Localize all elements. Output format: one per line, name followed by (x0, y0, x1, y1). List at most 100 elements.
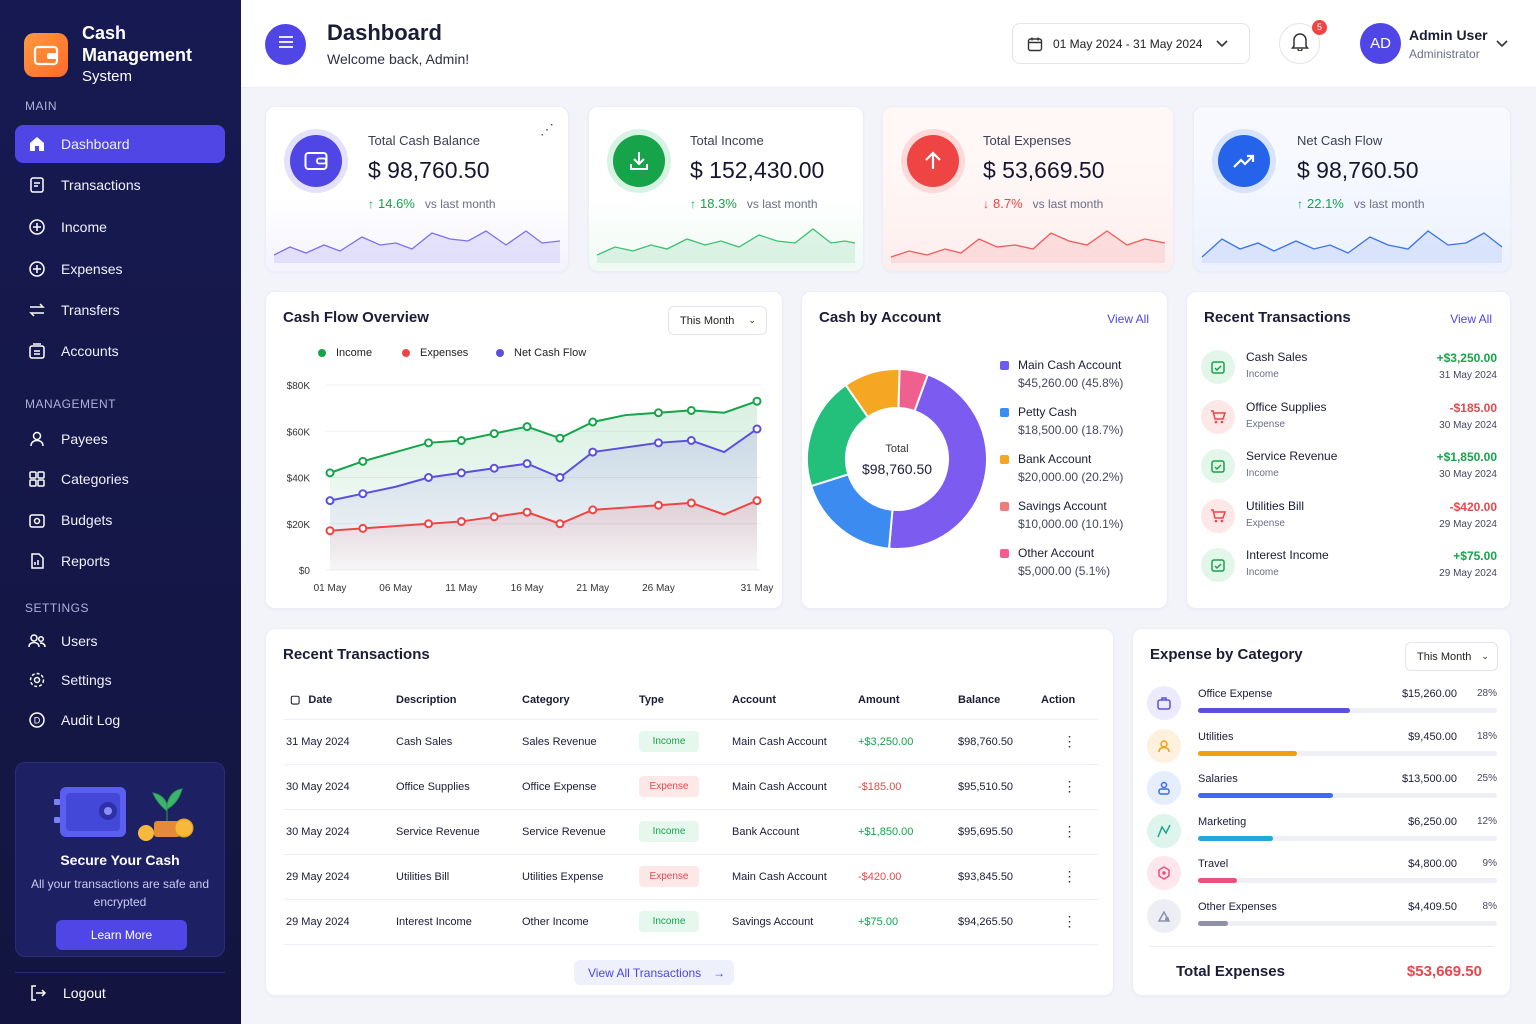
data-point[interactable] (358, 489, 368, 499)
data-point[interactable] (555, 433, 565, 443)
data-point[interactable] (588, 505, 598, 515)
data-point[interactable] (489, 463, 499, 473)
sidebar-item-accounts[interactable]: Accounts (15, 332, 225, 370)
data-point[interactable] (752, 496, 762, 506)
sidebar-item-audit-log[interactable]: D Audit Log (15, 701, 225, 739)
data-point[interactable] (686, 498, 696, 508)
sidebar-item-expenses[interactable]: Expenses (15, 250, 225, 288)
table-row[interactable]: 29 May 2024 Interest Income Other Income In… (284, 899, 1098, 945)
notifications-button[interactable] (1279, 23, 1320, 64)
data-point[interactable] (686, 405, 696, 415)
column-header[interactable]: Action (1041, 681, 1098, 720)
sidebar-item-transfers[interactable]: Transfers (15, 291, 225, 329)
sidebar-item-categories[interactable]: Categories (15, 460, 225, 498)
user-name[interactable]: Admin User (1409, 27, 1488, 43)
table-row[interactable]: 30 May 2024 Service Revenue Service Revenu… (284, 809, 1098, 855)
column-header[interactable]: ▢ Date (284, 681, 396, 720)
list-item[interactable]: Utilities Bill Expense -$420.00 29 May 2024 (1201, 497, 1497, 541)
menu-toggle-button[interactable] (265, 24, 306, 65)
sidebar-item-transactions[interactable]: Transactions (15, 166, 225, 204)
kebab-menu-icon[interactable]: ⋮ (1062, 733, 1077, 749)
account-legend-item[interactable]: Petty Cash $18,500.00 (18.7%) (1000, 403, 1123, 439)
expense-category-row[interactable]: Office Expense $15,260.00 28% (1147, 686, 1497, 726)
data-point[interactable] (522, 507, 532, 517)
sidebar-item-reports[interactable]: Reports (15, 542, 225, 580)
logout-button[interactable]: Logout (15, 972, 225, 1012)
data-point[interactable] (752, 424, 762, 434)
expense-category-row[interactable]: Other Expenses $4,409.50 8% (1147, 899, 1497, 939)
column-header[interactable]: Type (639, 681, 732, 720)
legend-income[interactable]: Income (318, 347, 372, 359)
data-point[interactable] (489, 512, 499, 522)
data-point[interactable] (358, 523, 368, 533)
data-point[interactable] (522, 459, 532, 469)
sidebar-item-dashboard[interactable]: Dashboard (15, 125, 225, 163)
data-point[interactable] (489, 429, 499, 439)
data-point[interactable] (653, 500, 663, 510)
data-point[interactable] (325, 526, 335, 536)
column-header[interactable]: Balance (958, 681, 1041, 720)
brand[interactable]: Cash Management System (24, 22, 241, 88)
account-legend-item[interactable]: Main Cash Account $45,260.00 (45.8%) (1000, 356, 1123, 392)
sidebar-item-budgets[interactable]: Budgets (15, 501, 225, 539)
data-point[interactable] (325, 496, 335, 506)
user-menu-chevron-icon[interactable] (1496, 40, 1508, 48)
data-point[interactable] (456, 436, 466, 445)
expense-category-row[interactable]: Utilities $9,450.00 18% (1147, 728, 1497, 769)
kebab-menu-icon[interactable]: ⋮ (1062, 913, 1077, 929)
data-point[interactable] (555, 473, 565, 482)
data-point[interactable] (456, 516, 466, 526)
sidebar-item-users[interactable]: Users (15, 622, 225, 660)
kebab-menu-icon[interactable]: ⋮ (1062, 778, 1077, 794)
account-legend-item[interactable]: Bank Account $20,000.00 (20.2%) (1000, 450, 1123, 486)
data-point[interactable] (588, 447, 598, 457)
data-point[interactable] (686, 436, 696, 445)
data-point[interactable] (456, 468, 466, 478)
data-point[interactable] (424, 519, 434, 529)
list-item[interactable]: Interest Income Income +$75.00 29 May 2024 (1201, 546, 1497, 590)
list-item[interactable]: Cash Sales Income +$3,250.00 31 May 2024 (1201, 348, 1497, 392)
data-point[interactable] (653, 438, 663, 448)
expense-category-row[interactable]: Salaries $13,500.00 25% (1147, 771, 1497, 811)
expense-category-row[interactable]: Marketing $6,250.00 12% (1147, 813, 1497, 854)
learn-more-button[interactable]: Learn More (56, 920, 187, 950)
expense-category-filter-select[interactable]: This Month ⌄ (1405, 642, 1498, 671)
data-point[interactable] (555, 519, 565, 529)
stat-card-net-cash-flow[interactable]: Net Cash Flow $ 98,760.50 ↑ 22.1% vs last … (1193, 106, 1511, 272)
list-item[interactable]: Office Supplies Expense -$185.00 30 May 202… (1201, 398, 1497, 442)
data-point[interactable] (325, 468, 335, 478)
recent-transactions-view-all-link[interactable]: View All (1450, 312, 1492, 326)
stat-card-total-cash-balance[interactable]: Total Cash Balance $ 98,760.50 ↑ 14.6% vs … (265, 106, 569, 272)
legend-expenses[interactable]: Expenses (402, 347, 468, 359)
data-point[interactable] (522, 422, 532, 432)
column-header[interactable]: Account (732, 681, 858, 720)
list-item[interactable]: Service Revenue Income +$1,850.00 30 May 20… (1201, 447, 1497, 491)
more-dots-icon[interactable]: ⋰ (540, 121, 554, 137)
table-row[interactable]: 29 May 2024 Utilities Bill Utilities Expen… (284, 854, 1098, 900)
account-legend-item[interactable]: Other Account $5,000.00 (5.1%) (1000, 544, 1110, 580)
data-point[interactable] (424, 438, 434, 448)
legend-net-cash-flow[interactable]: Net Cash Flow (496, 347, 586, 359)
column-header[interactable]: Category (522, 681, 639, 720)
stat-card-total-expenses[interactable]: Total Expenses $ 53,669.50 ↓ 8.7% vs last … (882, 106, 1174, 272)
account-legend-item[interactable]: Savings Account $10,000.00 (10.1%) (1000, 497, 1123, 533)
stat-card-total-income[interactable]: Total Income $ 152,430.00 ↑ 18.3% vs last … (588, 106, 864, 272)
sidebar-item-income[interactable]: Income (15, 208, 225, 246)
expense-category-row[interactable]: Travel $4,800.00 9% (1147, 856, 1497, 896)
kebab-menu-icon[interactable]: ⋮ (1062, 823, 1077, 839)
data-point[interactable] (752, 396, 762, 406)
sidebar-item-settings[interactable]: Settings (15, 661, 225, 699)
data-point[interactable] (424, 473, 434, 482)
view-all-transactions-button[interactable]: View All Transactions → (574, 960, 734, 985)
data-point[interactable] (653, 408, 663, 418)
data-point[interactable] (358, 456, 368, 466)
table-row[interactable]: 31 May 2024 Cash Sales Sales Revenue Income… (284, 719, 1098, 765)
data-point[interactable] (588, 417, 598, 427)
cash-by-account-view-all-link[interactable]: View All (1107, 312, 1149, 326)
sidebar-item-payees[interactable]: Payees (15, 420, 225, 458)
kebab-menu-icon[interactable]: ⋮ (1062, 868, 1077, 884)
cash-flow-filter-select[interactable]: This Month ⌄ (668, 306, 767, 335)
column-header[interactable]: Amount (858, 681, 958, 720)
column-header[interactable]: Description (396, 681, 522, 720)
avatar[interactable]: AD (1360, 23, 1401, 64)
